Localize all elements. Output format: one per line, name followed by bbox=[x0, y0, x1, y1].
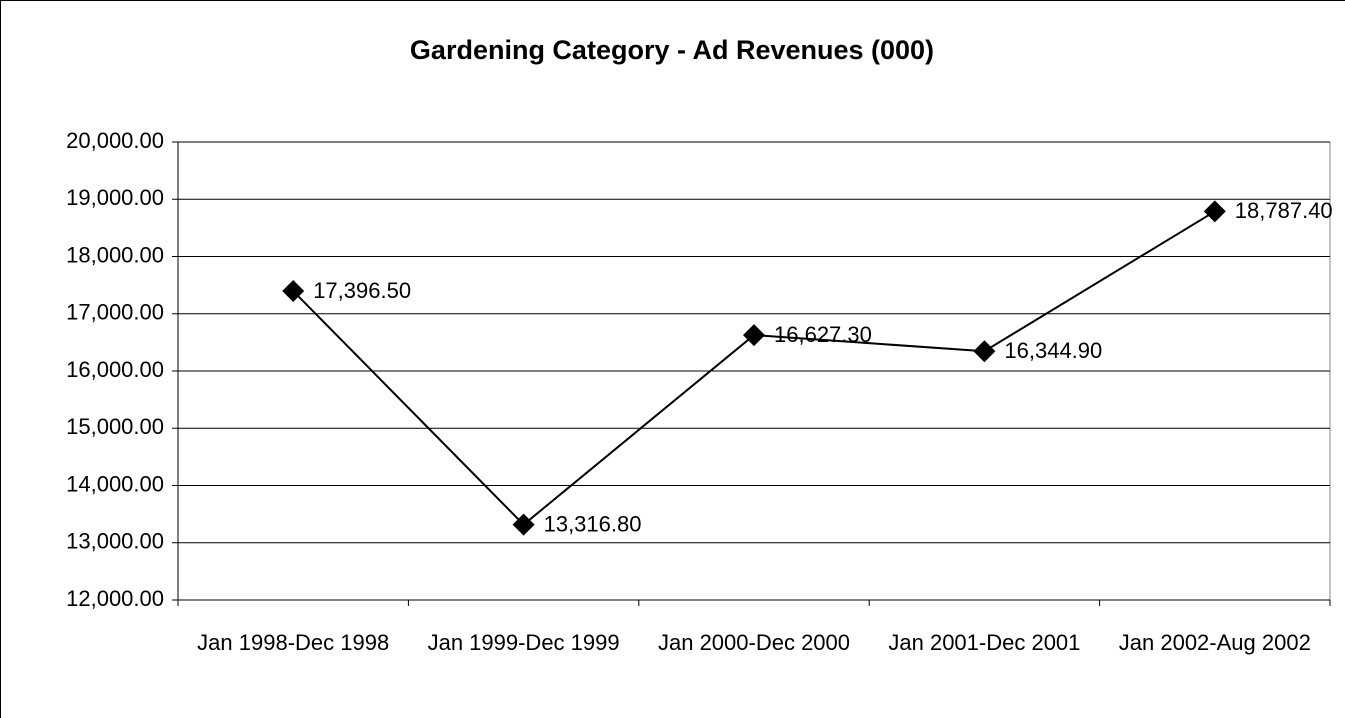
x-tick-label: Jan 2002-Aug 2002 bbox=[1118, 630, 1311, 655]
y-tick-label: 20,000.00 bbox=[66, 128, 164, 153]
data-label: 16,344.90 bbox=[1004, 338, 1102, 363]
line bbox=[292, 210, 1216, 526]
marker bbox=[512, 513, 535, 536]
y-tick-label: 19,000.00 bbox=[66, 185, 164, 210]
x-tick-label: Jan 1998-Dec 1998 bbox=[197, 630, 390, 655]
marker bbox=[282, 280, 305, 303]
y-tick-label: 15,000.00 bbox=[66, 414, 164, 439]
y-tick-label: 13,000.00 bbox=[66, 529, 164, 554]
marker bbox=[1203, 200, 1226, 223]
marker bbox=[973, 340, 996, 363]
x-tick-label: Jan 2000-Dec 2000 bbox=[657, 630, 851, 655]
data-label: 16,627.30 bbox=[774, 322, 872, 347]
x-tick-label: Jan 2001-Dec 2001 bbox=[888, 630, 1081, 655]
data-label: 13,316.80 bbox=[544, 511, 642, 536]
y-tick-label: 17,000.00 bbox=[66, 300, 164, 325]
y-tick-label: 18,000.00 bbox=[66, 242, 164, 267]
y-tick-label: 14,000.00 bbox=[66, 471, 164, 496]
marker bbox=[743, 324, 765, 347]
y-tick-label: 12,000.00 bbox=[66, 586, 164, 611]
data-label: 17,396.50 bbox=[313, 278, 411, 303]
x-tick-label: Jan 1999-Dec 1999 bbox=[427, 630, 620, 655]
y-tick-label: 16,000.00 bbox=[66, 357, 164, 382]
data-label: 18,787.40 bbox=[1235, 198, 1333, 223]
chart-title: Gardening Category - Ad Revenues (000) bbox=[410, 35, 934, 65]
